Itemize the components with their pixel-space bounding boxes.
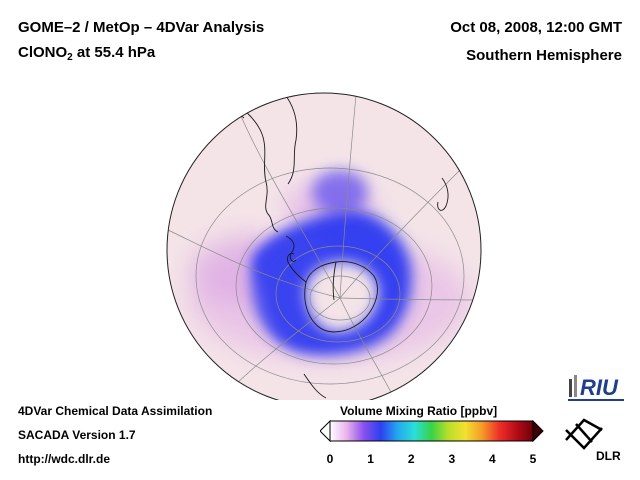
title-analysis: GOME–2 / MetOp – 4DVar Analysis [18,19,265,36]
species-subscript: 2 [67,52,73,63]
colorbar-over-arrow [532,420,544,442]
title-region: Southern Hemisphere [466,47,622,64]
colorbar [320,420,544,442]
dlr-label: DLR [596,449,621,463]
colorbar-tick-label: 1 [367,452,374,466]
graticule [167,94,481,400]
species-level: at 55.4 hPa [72,44,156,61]
footer-line-1: 4DVar Chemical Data Assimilation [18,404,213,418]
colorbar-under-arrow [320,420,331,442]
footer-url: http://wdc.dlr.de [18,452,110,466]
colorbar-tick-label: 0 [326,452,334,466]
colorbar-tick-label: 2 [407,452,415,466]
dlr-logo [565,418,603,450]
colorbar-tick-label: 5 [529,452,537,466]
svg-text:RIU: RIU [580,375,619,400]
colorbar-tick-label: 4 [489,452,496,466]
title-species: ClONO2 at 55.4 hPa [18,44,155,63]
riu-logo: RIU [568,375,624,401]
footer-line-2: SACADA Version 1.7 [18,428,136,442]
colorbar-ramp [329,420,534,442]
title-datetime: Oct 08, 2008, 12:00 GMT [450,19,622,36]
globe-border [166,92,482,400]
colorbar-tick-label: 3 [448,452,456,466]
species-name: ClONO [18,44,68,61]
colorbar-title: Volume Mixing Ratio [ppbv] [340,404,498,418]
globe-map [166,92,482,400]
